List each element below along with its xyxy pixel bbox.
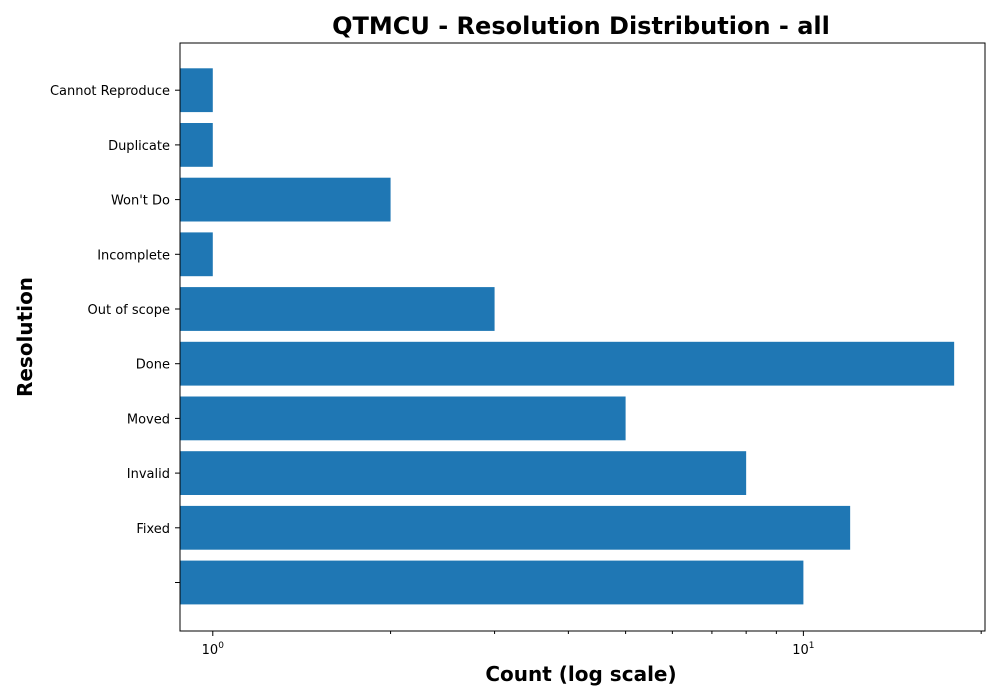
y-tick-label-cannot-reproduce: Cannot Reproduce: [50, 84, 170, 99]
plot-frame: [179, 42, 986, 632]
bar-duplicate: [180, 123, 213, 167]
bar-incomplete: [180, 232, 213, 277]
bar-invalid: [180, 451, 747, 495]
y-tick-label-fixed: Fixed: [136, 522, 170, 537]
x-axis: 100 101: [202, 631, 982, 658]
bar-done: [180, 341, 955, 386]
y-tick-label-won-t-do: Won't Do: [111, 194, 170, 209]
y-tick-label-incomplete: Incomplete: [97, 248, 170, 263]
y-tick-label-duplicate: Duplicate: [108, 139, 170, 154]
y-tick-label-done: Done: [136, 358, 170, 373]
x-tick-label: 100: [202, 641, 225, 658]
chart-title: QTMCU - Resolution Distribution - all: [332, 12, 830, 40]
y-tick-label-invalid: Invalid: [127, 467, 170, 482]
bar-blank: [180, 560, 804, 605]
y-tick-label-moved: Moved: [127, 412, 170, 427]
bar-moved: [180, 396, 626, 441]
x-tick-label: 101: [792, 641, 814, 658]
x-axis-label: Count (log scale): [485, 662, 676, 686]
bar-out-of-scope: [180, 287, 495, 331]
bar-cannot-reproduce: [180, 68, 213, 113]
bars-group: [180, 68, 955, 605]
y-tick-label-out-of-scope: Out of scope: [88, 303, 171, 318]
y-axis: Fixed Invalid Moved Done Out of scope Incompl…: [50, 84, 180, 583]
y-axis-label: Resolution: [13, 277, 37, 397]
bar-won-t-do: [180, 177, 391, 222]
bar-fixed: [180, 505, 851, 550]
